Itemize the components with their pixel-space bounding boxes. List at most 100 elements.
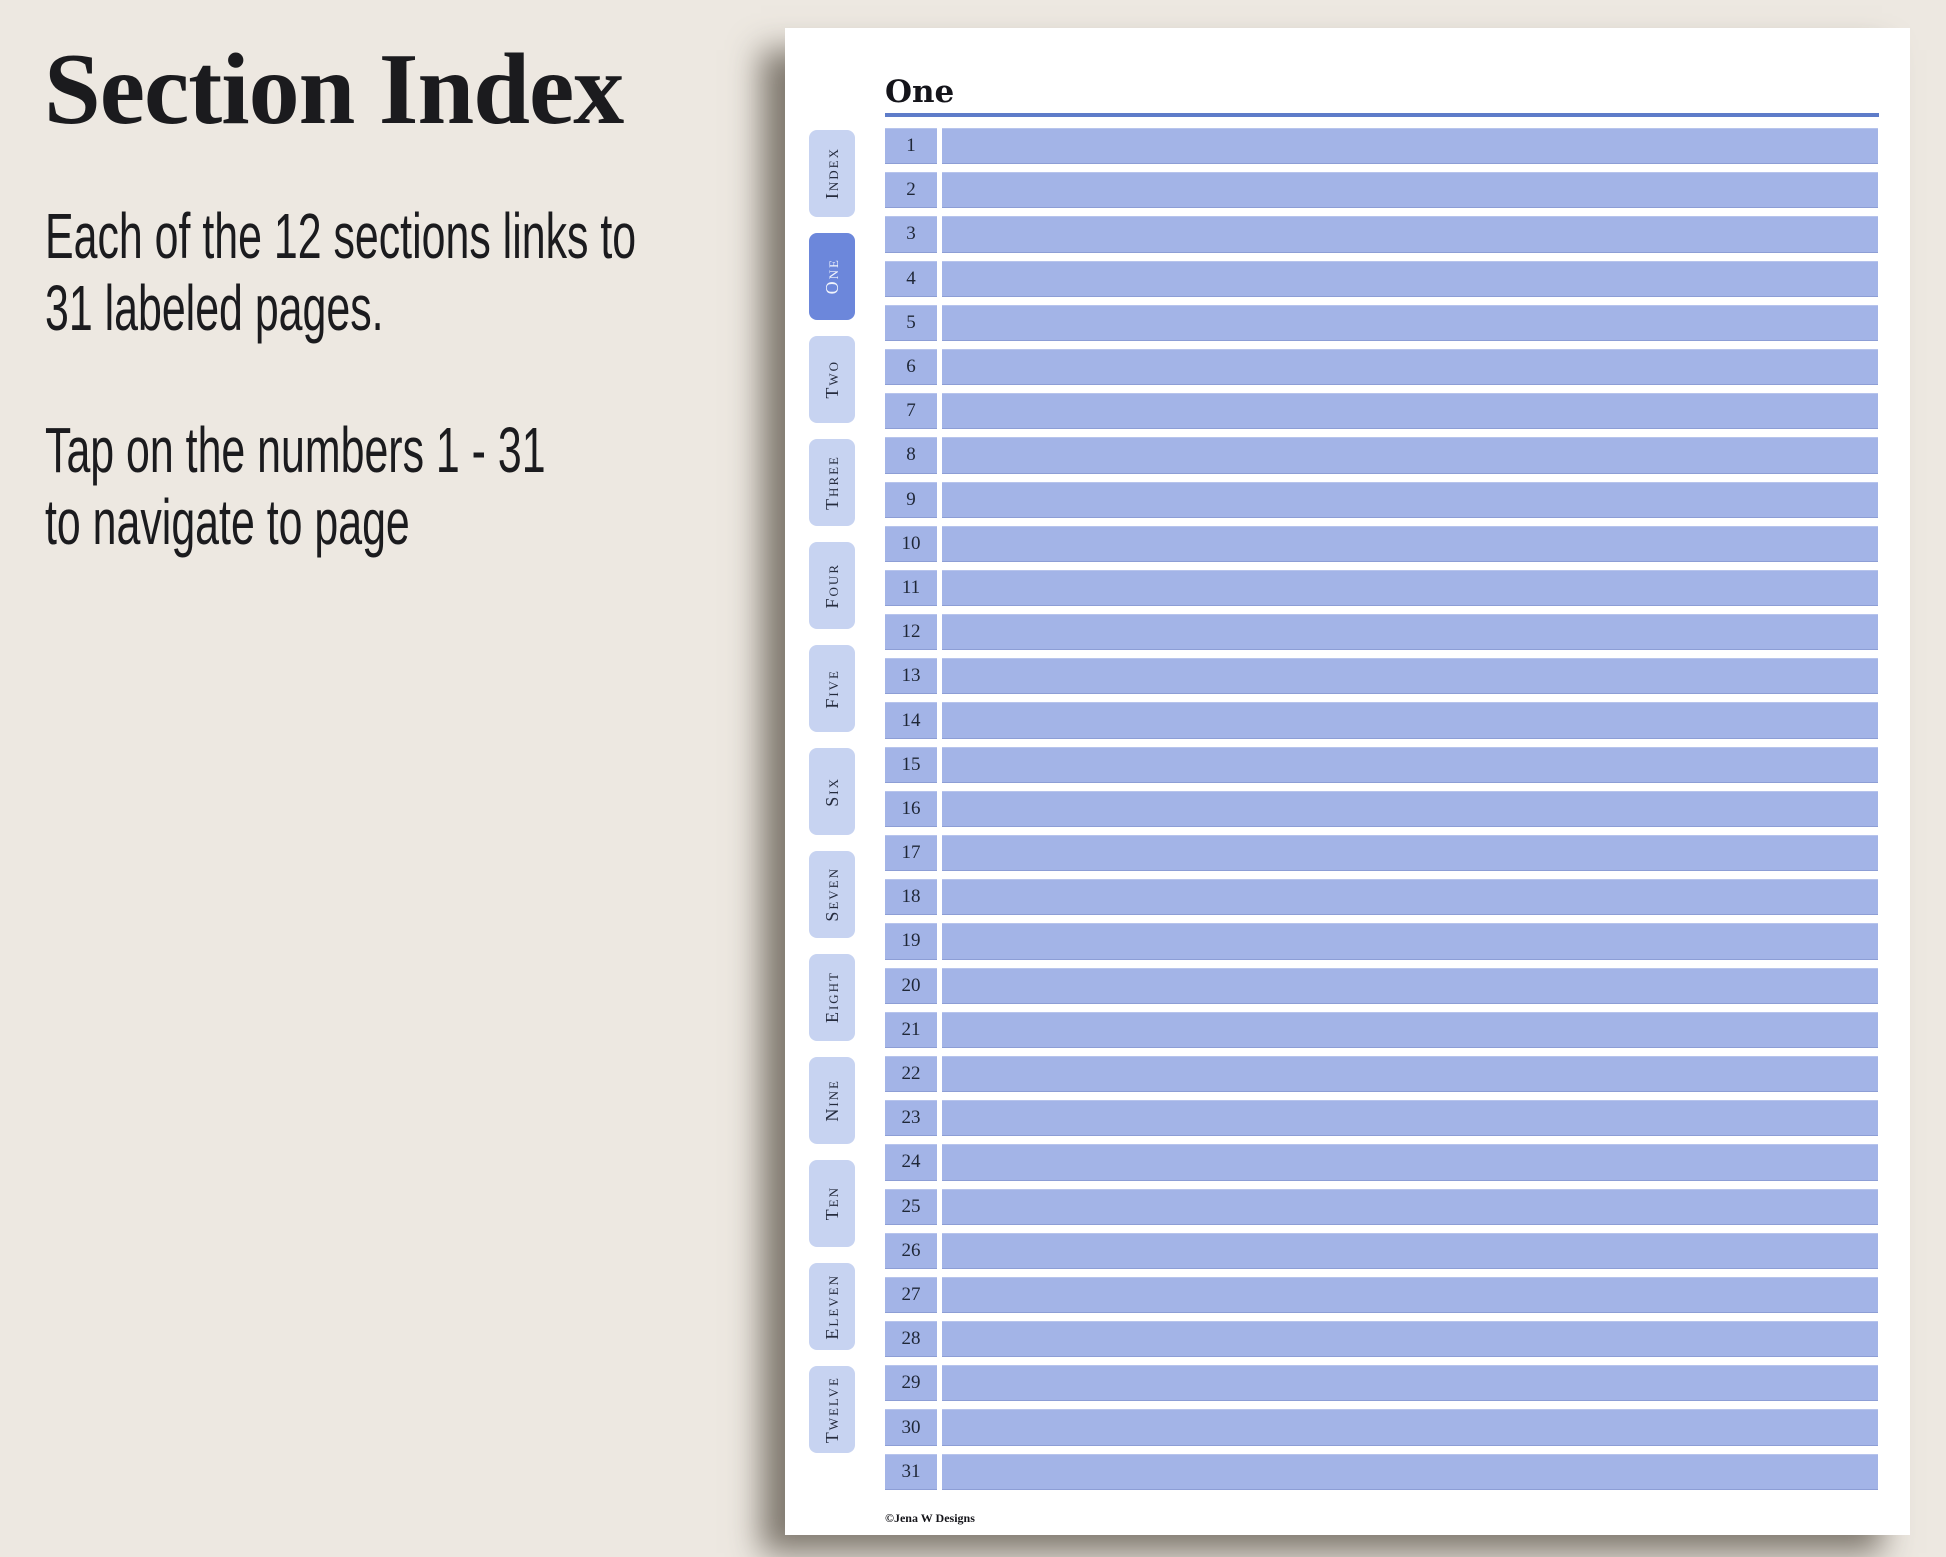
page-number-link-15[interactable]: 15 [885,746,937,783]
row-line [942,1232,1878,1269]
row-line [942,1188,1878,1225]
tab-label: Twelve [821,1375,842,1444]
index-row-12: 12 [885,614,1878,651]
instructions-line: to navigate to page [45,486,410,558]
page-number-link-31[interactable]: 31 [885,1453,937,1490]
page-number-link-4[interactable]: 4 [885,260,937,297]
page-number-link-21[interactable]: 21 [885,1011,937,1048]
tab-label: Eleven [821,1273,842,1340]
page-number-link-14[interactable]: 14 [885,702,937,739]
page-number-link-16[interactable]: 16 [885,790,937,827]
index-row-25: 25 [885,1188,1878,1225]
index-row-26: 26 [885,1232,1878,1269]
row-line [942,967,1878,1004]
tab-three[interactable]: Three [809,439,855,526]
index-rows: 1 2 3 4 5 6 7 8 9 10 11 12 13 14 15 16 17 18 19 20 21 22 23 24 2… [885,128,1878,1490]
tab-label: Ten [821,1186,842,1221]
row-line [942,835,1878,872]
tab-one[interactable]: One [809,233,855,320]
page-number-link-10[interactable]: 10 [885,525,937,562]
page-number-link-12[interactable]: 12 [885,614,937,651]
page-number-link-26[interactable]: 26 [885,1232,937,1269]
index-row-30: 30 [885,1409,1878,1446]
tab-six[interactable]: Six [809,748,855,835]
tab-label: Three [821,455,842,510]
index-row-31: 31 [885,1453,1878,1490]
row-line [942,614,1878,651]
row-line [942,128,1878,165]
page-number-link-11[interactable]: 11 [885,569,937,607]
page-number-link-23[interactable]: 23 [885,1100,937,1137]
page-number-link-8[interactable]: 8 [885,437,937,474]
tab-twelve[interactable]: Twelve [809,1366,855,1453]
tab-seven[interactable]: Seven [809,851,855,938]
index-row-19: 19 [885,923,1878,960]
row-line [942,1365,1878,1402]
planner-page: One Index One Two Three Four Five Six Seven Eigh… [785,28,1910,1535]
tab-label: Four [821,562,842,609]
page-number-link-25[interactable]: 25 [885,1188,937,1225]
page-number-link-5[interactable]: 5 [885,304,937,341]
page-number-link-6[interactable]: 6 [885,348,937,386]
page-number-link-24[interactable]: 24 [885,1144,937,1181]
index-row-13: 13 [885,658,1878,695]
row-line [942,1055,1878,1093]
page-number-link-2[interactable]: 2 [885,172,937,209]
index-row-22: 22 [885,1055,1878,1093]
page-number-link-20[interactable]: 20 [885,967,937,1004]
tab-label: Index [821,147,842,200]
row-line [942,879,1878,916]
row-line [942,1321,1878,1358]
index-row-20: 20 [885,967,1878,1004]
tab-index[interactable]: Index [809,130,855,217]
tab-eight[interactable]: Eight [809,954,855,1041]
instructions-paragraph-1: Each of the 12 sections links to 31 labe… [45,200,636,344]
page-number-link-13[interactable]: 13 [885,658,937,695]
index-row-14: 14 [885,702,1878,739]
page-number-link-22[interactable]: 22 [885,1055,937,1093]
tab-five[interactable]: Five [809,645,855,732]
tab-two[interactable]: Two [809,336,855,423]
page-number-link-29[interactable]: 29 [885,1365,937,1402]
tab-four[interactable]: Four [809,542,855,629]
index-row-21: 21 [885,1011,1878,1048]
row-line [942,790,1878,827]
instructions-line: Each of the 12 sections links to [45,200,637,272]
page-number-link-17[interactable]: 17 [885,835,937,872]
row-line [942,348,1878,386]
tab-ten[interactable]: Ten [809,1160,855,1247]
tab-label: Five [821,668,842,709]
tab-label: One [821,258,842,295]
page-number-link-18[interactable]: 18 [885,879,937,916]
index-row-18: 18 [885,879,1878,916]
row-line [942,1453,1878,1490]
instructions-paragraph-2: Tap on the numbers 1 - 31 to navigate to… [45,414,546,558]
row-line [942,923,1878,960]
index-row-16: 16 [885,790,1878,827]
row-line [942,1409,1878,1446]
tab-label: Nine [821,1079,842,1122]
index-row-8: 8 [885,437,1878,474]
row-line [942,172,1878,209]
row-line [942,437,1878,474]
page-number-link-3[interactable]: 3 [885,216,937,253]
tab-eleven[interactable]: Eleven [809,1263,855,1350]
row-line [942,304,1878,341]
page-number-link-19[interactable]: 19 [885,923,937,960]
page-number-link-27[interactable]: 27 [885,1276,937,1314]
index-row-6: 6 [885,348,1878,386]
tab-nine[interactable]: Nine [809,1057,855,1144]
page-number-link-30[interactable]: 30 [885,1409,937,1446]
row-line [942,1276,1878,1314]
index-row-24: 24 [885,1144,1878,1181]
row-line [942,569,1878,607]
page-number-link-9[interactable]: 9 [885,481,937,518]
page-number-link-28[interactable]: 28 [885,1321,937,1358]
page-number-link-1[interactable]: 1 [885,128,937,165]
page-title: One [885,74,955,110]
row-line [942,260,1878,297]
index-row-5: 5 [885,304,1878,341]
index-row-27: 27 [885,1276,1878,1314]
page-number-link-7[interactable]: 7 [885,393,937,430]
index-row-29: 29 [885,1365,1878,1402]
